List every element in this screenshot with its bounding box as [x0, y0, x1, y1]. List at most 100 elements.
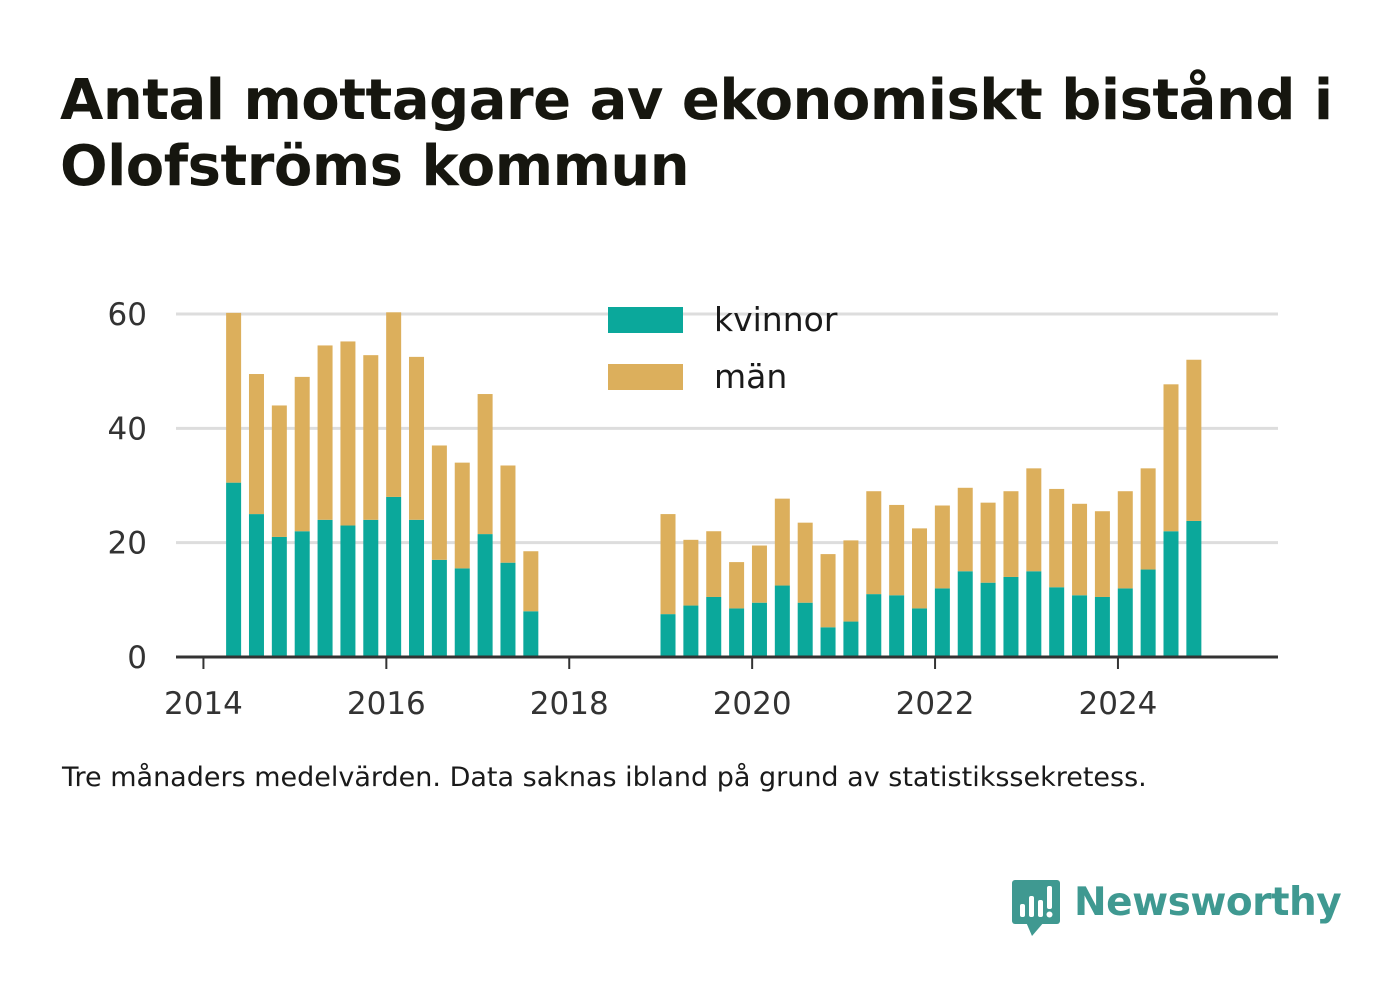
legend-swatch	[608, 307, 683, 333]
bars	[226, 312, 1202, 657]
bar-kvinnor	[866, 594, 882, 657]
bar-man	[386, 312, 402, 497]
axes: 0 20 40 60 2014 2016 2018 2020 2022 2024	[108, 297, 1278, 722]
y-tick-label: 40	[108, 411, 147, 447]
bar-kvinnor	[1163, 531, 1179, 657]
bar-man	[751, 545, 767, 603]
bar-man	[271, 405, 287, 537]
bar-kvinnor	[477, 534, 493, 657]
bar-man	[912, 528, 928, 609]
bar-kvinnor	[431, 559, 447, 657]
bar-kvinnor	[1049, 587, 1065, 657]
bar-man	[317, 345, 333, 520]
bar-man	[866, 491, 882, 595]
x-tick-label: 2018	[530, 686, 609, 722]
bar-man	[820, 554, 836, 628]
bar-man	[477, 394, 493, 535]
bar-kvinnor	[889, 595, 905, 657]
bar-man	[226, 312, 242, 483]
bar-kvinnor	[843, 621, 859, 657]
bar-kvinnor	[340, 525, 356, 657]
legend-item-man: män	[608, 357, 787, 396]
bar-man	[889, 504, 905, 596]
bar-man	[980, 502, 996, 583]
bar-man	[409, 356, 425, 520]
bar-kvinnor	[797, 602, 813, 657]
x-tick-label: 2016	[347, 686, 426, 722]
bar-kvinnor	[1026, 571, 1042, 657]
bar-kvinnor	[1003, 576, 1019, 657]
brand-name: Newsworthy	[1074, 880, 1342, 925]
bar-kvinnor	[409, 519, 425, 657]
y-tick-label: 60	[108, 297, 147, 333]
bar-kvinnor	[980, 582, 996, 657]
bar-man	[1140, 468, 1156, 570]
bar-kvinnor	[386, 496, 402, 657]
bar-man	[797, 522, 813, 603]
bar-kvinnor	[912, 608, 928, 657]
bar-kvinnor	[1094, 596, 1110, 657]
bar-man	[500, 465, 516, 563]
bar-man	[363, 355, 379, 520]
bar-kvinnor	[317, 519, 333, 657]
bar-man	[660, 514, 676, 615]
bar-kvinnor	[934, 588, 950, 657]
legend-swatch	[608, 364, 683, 390]
legend-label: kvinnor	[714, 300, 838, 339]
bar-kvinnor	[363, 519, 379, 657]
bar-man	[1026, 468, 1042, 572]
legend-item-kvinnor: kvinnor	[608, 300, 838, 339]
y-tick-label: 0	[127, 640, 147, 676]
bar-kvinnor	[1140, 569, 1156, 657]
bar-man	[340, 341, 356, 526]
bar-kvinnor	[774, 585, 790, 657]
bar-kvinnor	[1117, 588, 1133, 657]
newsworthy-logo: Newsworthy	[1010, 876, 1342, 946]
bar-kvinnor	[660, 614, 676, 657]
bar-kvinnor	[1072, 595, 1088, 657]
bar-man	[1049, 488, 1065, 588]
bar-kvinnor	[729, 608, 745, 657]
bar-man	[729, 562, 745, 609]
bar-kvinnor	[683, 605, 699, 657]
bar-man	[1003, 491, 1019, 577]
bar-kvinnor	[294, 531, 310, 657]
bar-kvinnor	[1186, 520, 1202, 657]
newsworthy-bar-chart-bubble-icon	[1012, 880, 1060, 936]
bar-man	[934, 505, 950, 589]
bar-man	[706, 531, 722, 597]
bar-kvinnor	[523, 611, 539, 657]
bar-kvinnor	[454, 568, 470, 657]
bar-kvinnor	[820, 627, 836, 657]
bar-kvinnor	[271, 536, 287, 657]
bar-man	[1094, 511, 1110, 597]
bar-man	[957, 487, 973, 572]
chart-caption: Tre månaders medelvärden. Data saknas ib…	[62, 762, 1147, 793]
bar-man	[523, 551, 539, 612]
bar-kvinnor	[957, 571, 973, 657]
y-tick-label: 20	[108, 526, 147, 562]
bar-man	[431, 445, 447, 560]
bar-man	[1117, 491, 1133, 589]
bar-man	[1163, 384, 1179, 532]
x-tick-label: 2020	[713, 686, 792, 722]
bar-kvinnor	[706, 596, 722, 657]
bar-man	[1072, 503, 1088, 596]
bar-man	[1186, 359, 1202, 521]
bar-kvinnor	[500, 562, 516, 657]
gridlines	[176, 312, 1278, 545]
x-tick-label: 2014	[164, 686, 243, 722]
legend-label: män	[714, 357, 787, 396]
x-tick-label: 2024	[1079, 686, 1158, 722]
bar-man	[843, 540, 859, 622]
bar-man	[683, 539, 699, 606]
bar-kvinnor	[226, 482, 242, 657]
bar-kvinnor	[751, 602, 767, 657]
bar-man	[454, 462, 470, 569]
legend: kvinnor män	[608, 300, 838, 396]
x-tick-label: 2022	[896, 686, 975, 722]
bar-man	[294, 376, 310, 532]
bar-kvinnor	[248, 514, 264, 657]
bar-man	[248, 374, 264, 515]
